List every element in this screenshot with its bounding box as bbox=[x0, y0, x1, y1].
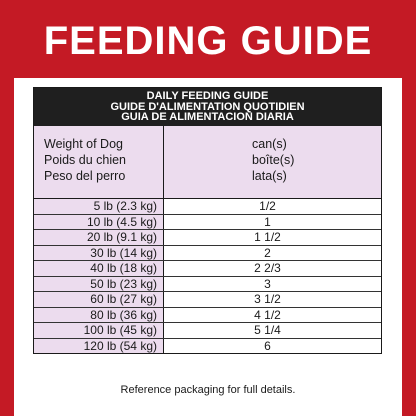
cans-cell: 4 1/2 bbox=[164, 307, 381, 322]
cans-header-en: can(s) bbox=[252, 137, 287, 151]
cans-cell: 2 2/3 bbox=[164, 261, 381, 276]
weight-header-fr: Poids du chien bbox=[44, 153, 127, 167]
weight-cell: 10 lb (4.5 kg) bbox=[34, 214, 164, 229]
table-header-line: GUIA DE ALIMENTACION DIARIA bbox=[121, 111, 294, 124]
cans-cell: 2 bbox=[164, 245, 381, 260]
table-row: 40 lb (18 kg) 2 2/3 bbox=[34, 261, 381, 277]
table-header: DAILY FEEDING GUIDE GUIDE D'ALIMENTATION… bbox=[34, 88, 381, 126]
weight-cell: 50 lb (23 kg) bbox=[34, 276, 164, 291]
weight-header-en: Weight of Dog bbox=[44, 137, 123, 151]
cans-header-es: lata(s) bbox=[252, 169, 287, 183]
column-headers: Weight of Dog Poids du chien Peso del pe… bbox=[34, 126, 381, 199]
right-red-border bbox=[402, 0, 416, 416]
table-row: 30 lb (14 kg) 2 bbox=[34, 245, 381, 261]
weight-cell: 120 lb (54 kg) bbox=[34, 338, 164, 353]
cans-cell: 3 1/2 bbox=[164, 292, 381, 307]
weight-cell: 30 lb (14 kg) bbox=[34, 245, 164, 260]
weight-cell: 40 lb (18 kg) bbox=[34, 261, 164, 276]
table-row: 80 lb (36 kg) 4 1/2 bbox=[34, 307, 381, 323]
title-banner: FEEDING GUIDE bbox=[0, 0, 416, 78]
cans-cell: 5 1/4 bbox=[164, 323, 381, 338]
table-row: 120 lb (54 kg) 6 bbox=[34, 338, 381, 353]
left-red-border bbox=[0, 0, 14, 416]
cans-cell: 6 bbox=[164, 338, 381, 353]
page-title: FEEDING GUIDE bbox=[43, 19, 373, 63]
weight-header-es: Peso del perro bbox=[44, 169, 126, 183]
cans-header-fr: boîte(s) bbox=[252, 153, 295, 167]
weight-column-header: Weight of Dog Poids du chien Peso del pe… bbox=[34, 126, 164, 198]
weight-cell: 100 lb (45 kg) bbox=[34, 323, 164, 338]
table-header-line: GUIDE D'ALIMENTATION QUOTIDIEN bbox=[110, 100, 305, 113]
table-row: 50 lb (23 kg) 3 bbox=[34, 276, 381, 292]
weight-cell: 80 lb (36 kg) bbox=[34, 307, 164, 322]
weight-cell: 5 lb (2.3 kg) bbox=[34, 199, 164, 214]
cans-cell: 1 1/2 bbox=[164, 230, 381, 245]
cans-cell: 3 bbox=[164, 276, 381, 291]
table-header-line: DAILY FEEDING GUIDE bbox=[146, 90, 269, 103]
table-row: 10 lb (4.5 kg) 1 bbox=[34, 214, 381, 230]
weight-cell: 60 lb (27 kg) bbox=[34, 292, 164, 307]
table-row: 60 lb (27 kg) 3 1/2 bbox=[34, 292, 381, 308]
table-row: 5 lb (2.3 kg) 1/2 bbox=[34, 199, 381, 215]
cans-cell: 1/2 bbox=[164, 199, 381, 214]
feeding-table: DAILY FEEDING GUIDE GUIDE D'ALIMENTATION… bbox=[33, 87, 382, 354]
cans-column-header: can(s) boîte(s) lata(s) bbox=[164, 126, 381, 198]
table-row: 100 lb (45 kg) 5 1/4 bbox=[34, 323, 381, 339]
table-row: 20 lb (9.1 kg) 1 1/2 bbox=[34, 230, 381, 246]
cans-cell: 1 bbox=[164, 214, 381, 229]
footer-note: Reference packaging for full details. bbox=[120, 384, 296, 396]
weight-cell: 20 lb (9.1 kg) bbox=[34, 230, 164, 245]
